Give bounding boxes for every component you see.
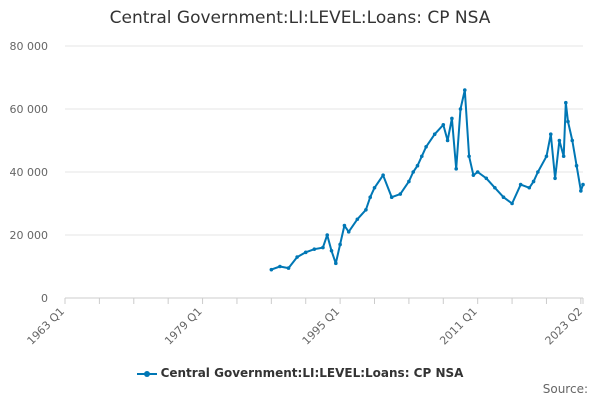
data-point[interactable] [561, 154, 566, 159]
legend-label: Central Government:LI:LEVEL:Loans: CP NS… [160, 366, 464, 380]
data-point[interactable] [579, 189, 583, 193]
x-tick-label: 1979 Q1 [162, 305, 205, 348]
data-point[interactable] [381, 173, 385, 177]
data-point[interactable] [398, 192, 403, 196]
data-point[interactable] [325, 233, 330, 237]
data-point[interactable] [329, 248, 334, 253]
chart-title: Central Government:LI:LEVEL:Loans: CP NS… [109, 8, 491, 28]
data-point[interactable] [570, 138, 575, 143]
data-point[interactable] [566, 119, 570, 124]
data-point[interactable] [411, 170, 415, 174]
data-point[interactable] [346, 230, 351, 234]
data-point[interactable] [462, 88, 467, 92]
data-point[interactable] [372, 185, 377, 190]
data-point[interactable] [432, 132, 437, 136]
data-point[interactable] [581, 182, 585, 187]
data-point[interactable] [321, 245, 325, 250]
y-tick-label: 40 000 [10, 166, 49, 179]
data-point[interactable] [445, 138, 450, 143]
data-point[interactable] [548, 132, 553, 136]
data-point[interactable] [368, 195, 373, 199]
y-tick-label: 20 000 [10, 229, 49, 242]
data-point[interactable] [441, 122, 446, 127]
legend-swatch-icon [136, 369, 157, 379]
data-point[interactable] [269, 267, 274, 272]
data-point[interactable] [342, 223, 347, 228]
data-point[interactable] [574, 163, 579, 168]
data-point[interactable] [338, 242, 342, 247]
y-tick-label: 80 000 [10, 40, 49, 53]
y-axis: 0 20 000 40 000 60 000 80 000 [10, 40, 49, 305]
data-point[interactable] [424, 145, 428, 149]
data-point[interactable] [544, 154, 549, 159]
data-point[interactable] [557, 138, 562, 143]
data-point[interactable] [355, 217, 360, 222]
data-point[interactable] [467, 154, 471, 159]
data-point[interactable] [475, 170, 480, 174]
data-point[interactable] [278, 264, 282, 269]
data-point[interactable] [415, 163, 420, 168]
data-point[interactable] [295, 255, 299, 259]
series-group [269, 88, 585, 272]
data-point[interactable] [407, 179, 411, 184]
data-point[interactable] [484, 176, 489, 181]
data-point[interactable] [389, 195, 394, 199]
source-label: Source: [542, 382, 588, 396]
data-point[interactable] [510, 201, 514, 206]
data-point[interactable] [501, 195, 506, 199]
x-tick-label: 2023 Q2 [543, 305, 586, 348]
data-point[interactable] [334, 261, 338, 266]
data-point[interactable] [531, 179, 536, 184]
data-point[interactable] [312, 247, 317, 251]
gridlines [65, 45, 583, 236]
data-point[interactable] [493, 185, 497, 190]
data-point[interactable] [364, 208, 368, 212]
data-point[interactable] [450, 116, 454, 121]
x-axis: 1963 Q1 1979 Q1 1995 Q1 2011 Q1 2023 Q2 [25, 297, 586, 348]
legend[interactable]: Central Government:LI:LEVEL:Loans: CP NS… [0, 366, 600, 380]
y-tick-label: 0 [41, 292, 48, 305]
data-point[interactable] [419, 154, 424, 159]
data-point[interactable] [471, 173, 476, 177]
data-point[interactable] [303, 250, 308, 255]
x-tick-label: 1963 Q1 [25, 305, 68, 348]
y-tick-label: 60 000 [10, 103, 49, 116]
x-tick-label: 1995 Q1 [300, 305, 343, 348]
data-point[interactable] [564, 100, 568, 105]
series-line [270, 89, 584, 271]
data-point[interactable] [536, 170, 540, 174]
data-point[interactable] [286, 266, 291, 270]
data-point[interactable] [518, 182, 523, 187]
data-point[interactable] [527, 185, 532, 190]
data-point[interactable] [553, 176, 557, 181]
x-tick-label: 2011 Q1 [437, 305, 480, 348]
data-point[interactable] [454, 167, 458, 171]
data-point[interactable] [458, 107, 463, 111]
